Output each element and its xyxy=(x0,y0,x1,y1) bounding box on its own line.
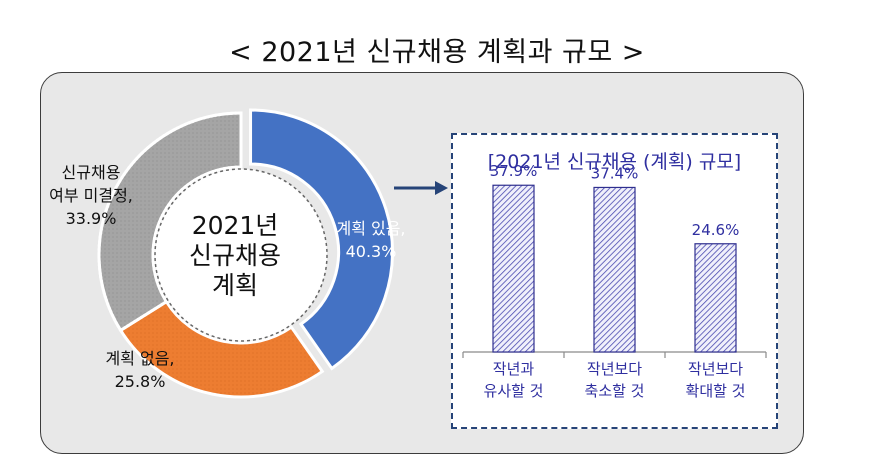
bar-chart-title: [2021년 신규채용 (계획) 규모] xyxy=(487,151,742,173)
slice-planned xyxy=(249,108,395,371)
slice-planned-label: 계획 있음, 40.3% xyxy=(336,219,405,261)
bar-value-label: 37.9% xyxy=(490,162,538,180)
bar-chart-box: [2021년 신규채용 (계획) 규모] 37.9% 작년과 유사할 것 37.4% 작… xyxy=(451,133,778,429)
bar-value-label: 37.4% xyxy=(591,164,639,182)
slice-undecided-label: 신규채용 여부 미결정, 33.9% xyxy=(49,163,133,228)
bar-3 xyxy=(694,243,737,353)
donut-chart: 계획 있음, 40.3% 계획 없음, 25.8% 신규채용 여부 미결정, 33.9% 20… xyxy=(49,108,406,399)
bar-category-label: 작년보다 확대할 것 xyxy=(686,360,746,400)
slice-no-plan xyxy=(118,299,325,399)
bar-1 xyxy=(492,184,535,353)
bar-category-label: 작년과 유사할 것 xyxy=(484,360,544,400)
donut-center-label: 2021년 신규채용 계획 xyxy=(189,211,281,300)
bar-chart: 37.9% 작년과 유사할 것 37.4% 작년보다 축소할 것 24.6% 작년보다 확대할 … xyxy=(462,162,767,400)
arrow-icon xyxy=(394,181,448,195)
donut-hole xyxy=(154,168,328,342)
bar-category-label: 작년보다 축소할 것 xyxy=(585,360,645,400)
page-title: < 2021년 신규채용 계획과 규모 > xyxy=(229,37,645,68)
bar-value-label: 24.6% xyxy=(692,221,740,239)
bar-2 xyxy=(593,186,636,353)
slice-no-plan-label: 계획 없음, 25.8% xyxy=(105,349,174,391)
